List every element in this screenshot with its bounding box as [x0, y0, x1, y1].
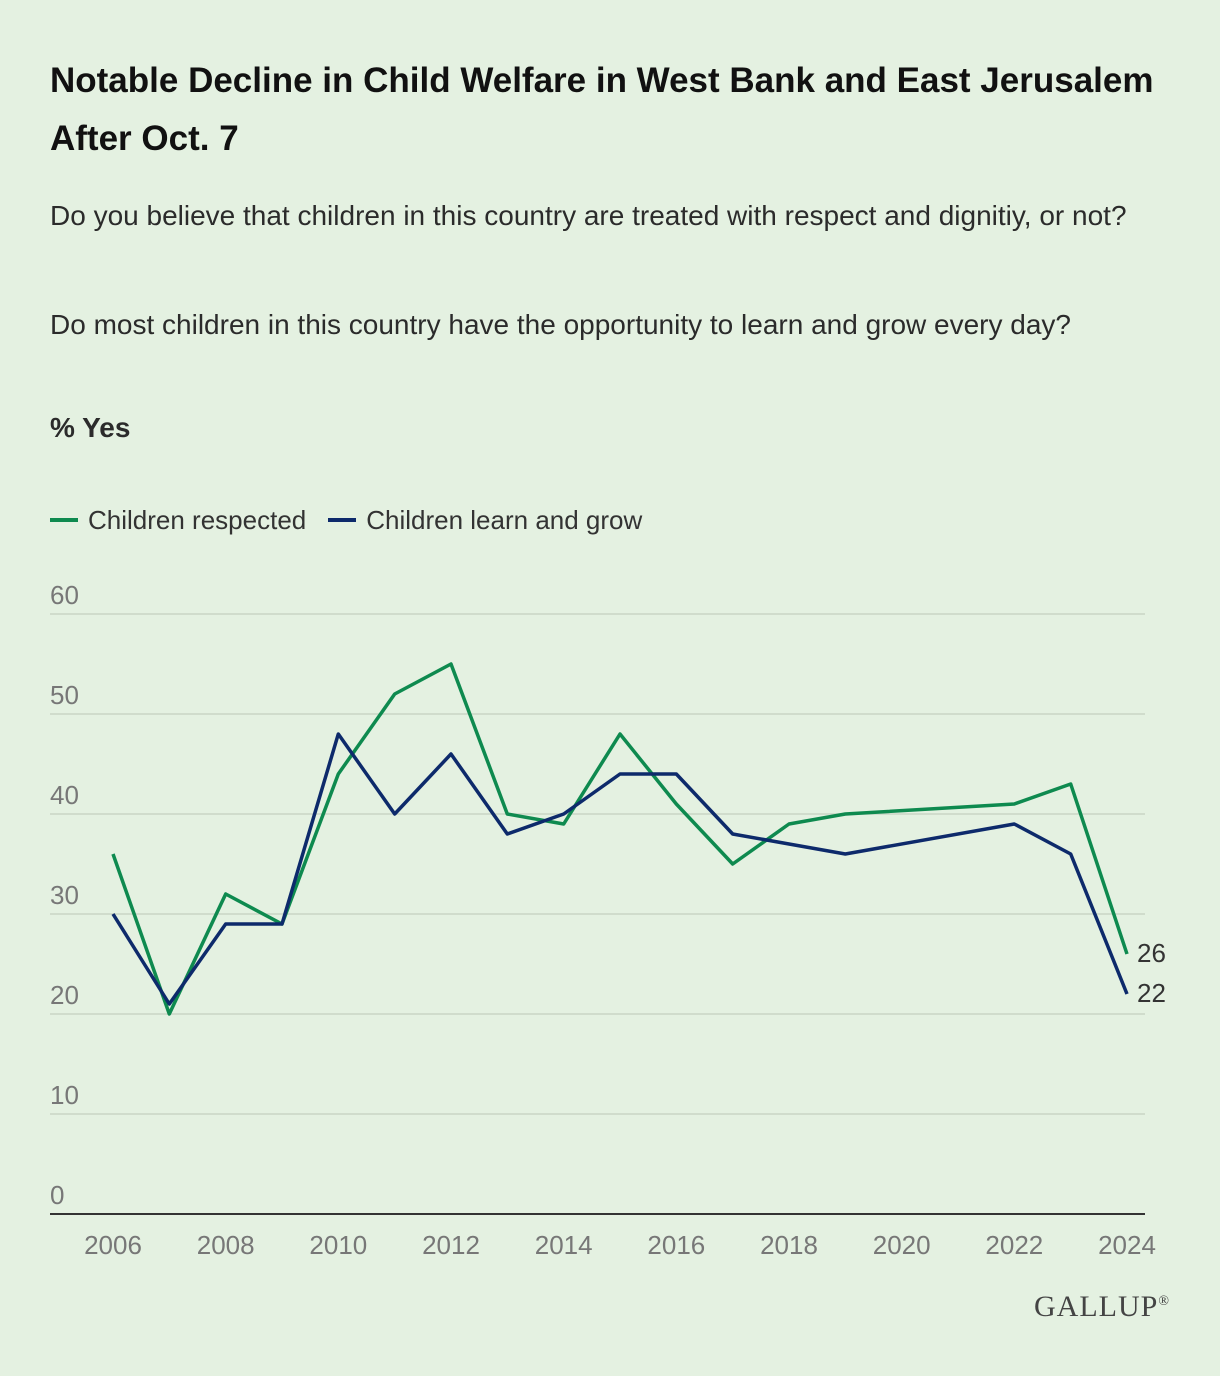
y-tick-label-30: 30 — [50, 880, 79, 910]
x-tick-label-2014: 2014 — [535, 1230, 593, 1260]
y-tick-label-0: 0 — [50, 1180, 64, 1210]
legend-label-learn-grow: Children learn and grow — [366, 504, 643, 535]
registered-mark: ® — [1158, 1294, 1170, 1309]
x-tick-label-2016: 2016 — [647, 1230, 705, 1260]
legend-label-respected: Children respected — [88, 504, 307, 535]
chart-title: Notable Decline in Child Welfare in West… — [50, 61, 1154, 158]
x-tick-label-2024: 2024 — [1098, 1230, 1156, 1260]
legend-swatch-respected — [50, 518, 78, 522]
legend-swatch-learn-grow — [328, 518, 357, 522]
question-learn-grow: Do most children in this country have th… — [50, 309, 1072, 340]
question-respect: Do you believe that children in this cou… — [50, 200, 1127, 231]
x-tick-label-2008: 2008 — [197, 1230, 255, 1260]
y-tick-label-50: 50 — [50, 680, 79, 710]
x-tick-label-2012: 2012 — [422, 1230, 480, 1260]
y-tick-label-60: 60 — [50, 580, 79, 610]
legend-item-respected: Children respected — [50, 505, 306, 536]
x-tick-label-2006: 2006 — [84, 1230, 142, 1260]
gallup-logo: GALLUP® — [1034, 1290, 1170, 1324]
series-line-children-learn-and-grow — [111, 732, 1129, 1006]
y-tick-label-10: 10 — [50, 1080, 79, 1110]
unit-label: % Yes — [50, 412, 131, 443]
brand-text: GALLUP — [1034, 1290, 1159, 1323]
x-tick-label-2018: 2018 — [760, 1230, 818, 1260]
y-tick-label-20: 20 — [50, 980, 79, 1010]
end-label-children-learn-and-grow: 22 — [1137, 978, 1166, 1008]
legend: Children respected Children learn and gr… — [50, 500, 664, 540]
x-tick-label-2022: 2022 — [985, 1230, 1043, 1260]
end-label-children-respected: 26 — [1137, 938, 1166, 968]
x-tick-label-2020: 2020 — [873, 1230, 931, 1260]
series-line-children-respected — [111, 662, 1129, 1016]
y-tick-label-40: 40 — [50, 780, 79, 810]
x-tick-label-2010: 2010 — [309, 1230, 367, 1260]
legend-item-learn-grow: Children learn and grow — [328, 505, 642, 536]
